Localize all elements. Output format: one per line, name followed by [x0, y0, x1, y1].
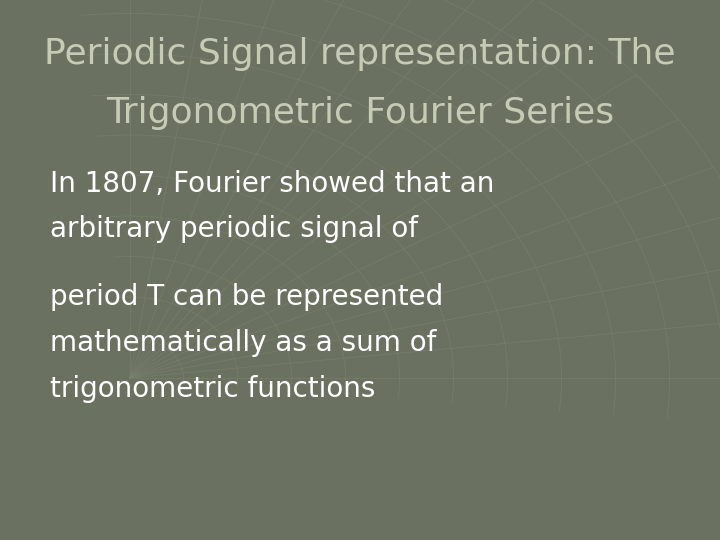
Text: arbitrary periodic signal of: arbitrary periodic signal of: [50, 215, 418, 244]
Text: Trigonometric Fourier Series: Trigonometric Fourier Series: [106, 97, 614, 130]
Text: period T can be represented: period T can be represented: [50, 283, 444, 311]
Text: mathematically as a sum of: mathematically as a sum of: [50, 329, 437, 357]
Text: Periodic Signal representation: The: Periodic Signal representation: The: [44, 37, 676, 71]
Text: trigonometric functions: trigonometric functions: [50, 375, 376, 403]
Text: In 1807, Fourier showed that an: In 1807, Fourier showed that an: [50, 170, 495, 198]
